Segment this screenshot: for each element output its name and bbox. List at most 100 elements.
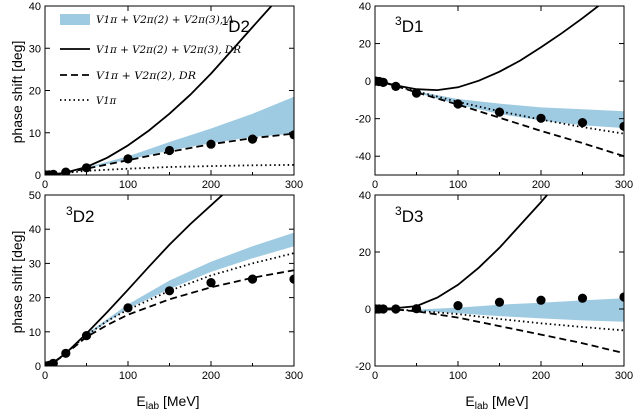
y-tick-label: 20 bbox=[359, 247, 371, 259]
data-point bbox=[378, 304, 388, 314]
y-tick-label: 10 bbox=[29, 327, 41, 339]
y-tick-label: 40 bbox=[29, 1, 41, 13]
y-tick-label: -40 bbox=[355, 151, 371, 163]
data-point bbox=[247, 274, 258, 284]
data-point bbox=[206, 139, 216, 149]
wave-label: 1D2 bbox=[222, 14, 250, 36]
y-tick-label: 20 bbox=[29, 293, 41, 305]
y-tick-label: -20 bbox=[355, 361, 371, 373]
x-axis-title-sub: lab bbox=[146, 401, 160, 412]
x-tick-label: 300 bbox=[615, 370, 633, 382]
data-point bbox=[206, 278, 216, 288]
x-tick-label: 200 bbox=[202, 179, 220, 191]
wave-label: 3D3 bbox=[395, 204, 423, 226]
data-point bbox=[411, 304, 422, 314]
data-point bbox=[536, 295, 546, 305]
data-point bbox=[391, 81, 401, 91]
x-axis-title-unit: [MeV] bbox=[159, 393, 199, 409]
data-point bbox=[289, 274, 294, 284]
data-point bbox=[494, 107, 505, 117]
uncertainty-band bbox=[86, 232, 294, 336]
x-axis-title-main: E bbox=[136, 393, 145, 409]
x-tick-label: 300 bbox=[285, 179, 303, 191]
legend-entry-solid: V1π + V2π(2) + V2π(3), DR bbox=[96, 45, 241, 56]
y-tick-label: 20 bbox=[29, 86, 41, 98]
uncertainty-band bbox=[86, 96, 294, 169]
data-point bbox=[378, 77, 388, 87]
x-axis-title-right: Elab [MeV] bbox=[465, 393, 528, 412]
y-axis-title-bottom: phase shift [deg] bbox=[9, 231, 25, 334]
y-tick-label: 40 bbox=[359, 190, 371, 202]
uncertainty-band bbox=[416, 298, 624, 322]
y-tick-label: 0 bbox=[35, 361, 41, 373]
panel-3D2: 0 100 200 300 0 10 20 30 40 50 3D2 bbox=[29, 190, 303, 382]
x-tick-label: 100 bbox=[119, 370, 137, 382]
legend: V1π + V2π(2) + V2π(3), Λ V1π + V2π(2) + … bbox=[60, 14, 241, 107]
legend-entry-dashed: V1π + V2π(2), DR bbox=[96, 71, 197, 82]
y-tick-label: 20 bbox=[359, 39, 371, 51]
x-tick-label: 0 bbox=[42, 179, 48, 191]
data-point bbox=[577, 293, 588, 303]
data-point bbox=[411, 88, 422, 98]
dotted-curve bbox=[45, 164, 294, 175]
x-tick-label: 100 bbox=[449, 370, 467, 382]
x-tick-label: 200 bbox=[532, 370, 550, 382]
y-tick-label: 40 bbox=[29, 224, 41, 236]
legend-entry-band: V1π + V2π(2) + V2π(3), Λ bbox=[96, 15, 234, 26]
y-axis-title-top: phase shift [deg] bbox=[9, 41, 25, 144]
data-point bbox=[536, 113, 546, 123]
data-point bbox=[164, 145, 175, 156]
data-point bbox=[61, 348, 71, 358]
y-tick-label: 0 bbox=[365, 304, 371, 316]
legend-band-swatch bbox=[60, 14, 90, 25]
data-point bbox=[164, 286, 175, 296]
y-tick-label: 40 bbox=[359, 1, 371, 13]
y-tick-label: 30 bbox=[29, 258, 41, 270]
y-tick-label: -20 bbox=[355, 114, 371, 126]
data-point bbox=[81, 331, 92, 341]
plot-area bbox=[45, 6, 294, 175]
x-tick-label: 100 bbox=[449, 179, 467, 191]
data-point bbox=[577, 118, 588, 128]
uncertainty-band bbox=[416, 91, 624, 129]
x-axis-title-sub: lab bbox=[475, 401, 489, 412]
solid-curve bbox=[375, 6, 600, 92]
wave-label: 3D1 bbox=[395, 14, 423, 36]
data-point bbox=[81, 163, 92, 173]
y-tick-label: 50 bbox=[29, 190, 41, 202]
data-point bbox=[48, 169, 58, 175]
plot-area bbox=[375, 195, 624, 355]
data-point bbox=[619, 292, 624, 302]
data-point bbox=[123, 303, 133, 313]
x-tick-label: 200 bbox=[202, 370, 220, 382]
wave-label: 3D2 bbox=[66, 204, 94, 226]
data-point bbox=[619, 121, 624, 131]
x-tick-label: 300 bbox=[615, 179, 633, 191]
plot-area bbox=[45, 195, 294, 366]
x-tick-label: 0 bbox=[372, 179, 378, 191]
x-tick-label: 100 bbox=[119, 179, 137, 191]
data-point bbox=[453, 99, 463, 109]
y-tick-label: 10 bbox=[29, 128, 41, 140]
panel-1D2: 0 100 200 300 0 10 20 30 40 1D2 bbox=[29, 1, 303, 191]
data-point bbox=[494, 297, 505, 307]
data-point bbox=[48, 358, 58, 366]
data-point bbox=[391, 304, 401, 314]
data-point bbox=[61, 167, 71, 175]
x-tick-label: 0 bbox=[42, 370, 48, 382]
plot-area bbox=[375, 6, 624, 158]
data-point bbox=[247, 134, 258, 144]
x-axis-title-main: E bbox=[465, 393, 474, 409]
y-tick-label: 0 bbox=[35, 170, 41, 182]
dotted-curve bbox=[375, 308, 624, 332]
dotted-curve bbox=[45, 252, 294, 366]
data-point bbox=[453, 301, 463, 311]
x-axis-title-left: Elab [MeV] bbox=[136, 393, 199, 412]
x-axis-title-unit: [MeV] bbox=[488, 393, 528, 409]
solid-curve bbox=[375, 195, 549, 310]
x-tick-label: 200 bbox=[532, 179, 550, 191]
x-tick-label: 0 bbox=[372, 370, 378, 382]
y-tick-label: 30 bbox=[29, 43, 41, 55]
